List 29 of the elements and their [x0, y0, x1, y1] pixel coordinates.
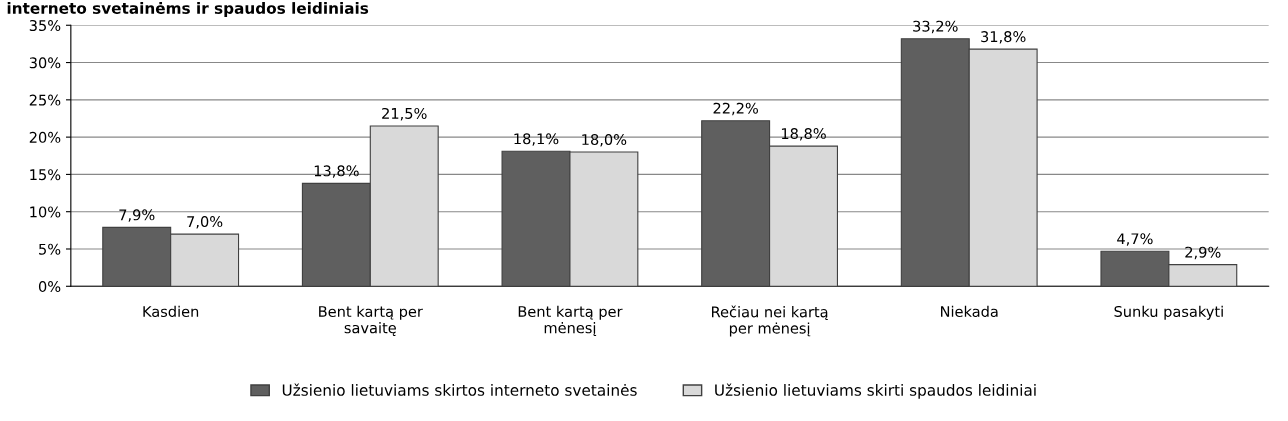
- data-label: 18,0%: [582, 134, 627, 147]
- y-tick-label: 5%: [39, 243, 61, 255]
- data-label: 4,7%: [1117, 233, 1153, 246]
- x-tick-label: Bent kartą per mėnesį: [518, 305, 623, 336]
- y-tick-label: 10%: [30, 206, 61, 218]
- legend-label: Užsienio lietuviams skirtos interneto svetainės: [282, 383, 637, 396]
- data-label: 2,9%: [1185, 246, 1221, 260]
- data-label: 18,1%: [514, 133, 559, 146]
- y-tick-label: 35%: [29, 19, 61, 32]
- data-label: 31,8%: [981, 31, 1026, 44]
- y-tick-label: 30%: [29, 57, 61, 69]
- y-tick-label: 0%: [38, 281, 61, 293]
- data-label: 33,2%: [913, 20, 958, 34]
- data-label: 18,8%: [781, 128, 826, 141]
- y-tick-label: 15%: [30, 169, 61, 181]
- data-label: 7,9%: [119, 209, 155, 222]
- y-tick-label: 20%: [29, 131, 61, 143]
- x-tick-label: Sunku pasakyti: [1114, 305, 1223, 320]
- x-tick-label: Niekada: [941, 305, 998, 318]
- x-tick-label: Kasdien: [143, 305, 199, 318]
- data-label: 21,5%: [382, 107, 427, 121]
- x-tick-label: Rečiau nei kartą per mėnesį: [712, 305, 828, 337]
- legend-label: Užsienio lietuviams skirti spaudos leidiniai: [715, 383, 1036, 399]
- data-label: 22,2%: [713, 102, 758, 116]
- data-label: 13,8%: [314, 165, 359, 178]
- y-tick-label: 25%: [29, 94, 61, 106]
- data-label: 7,0%: [187, 216, 223, 229]
- x-tick-label: Bent kartą per savaitę: [319, 305, 423, 336]
- chart-title: interneto svetainėms ir spaudos leidiniais: [7, 2, 369, 17]
